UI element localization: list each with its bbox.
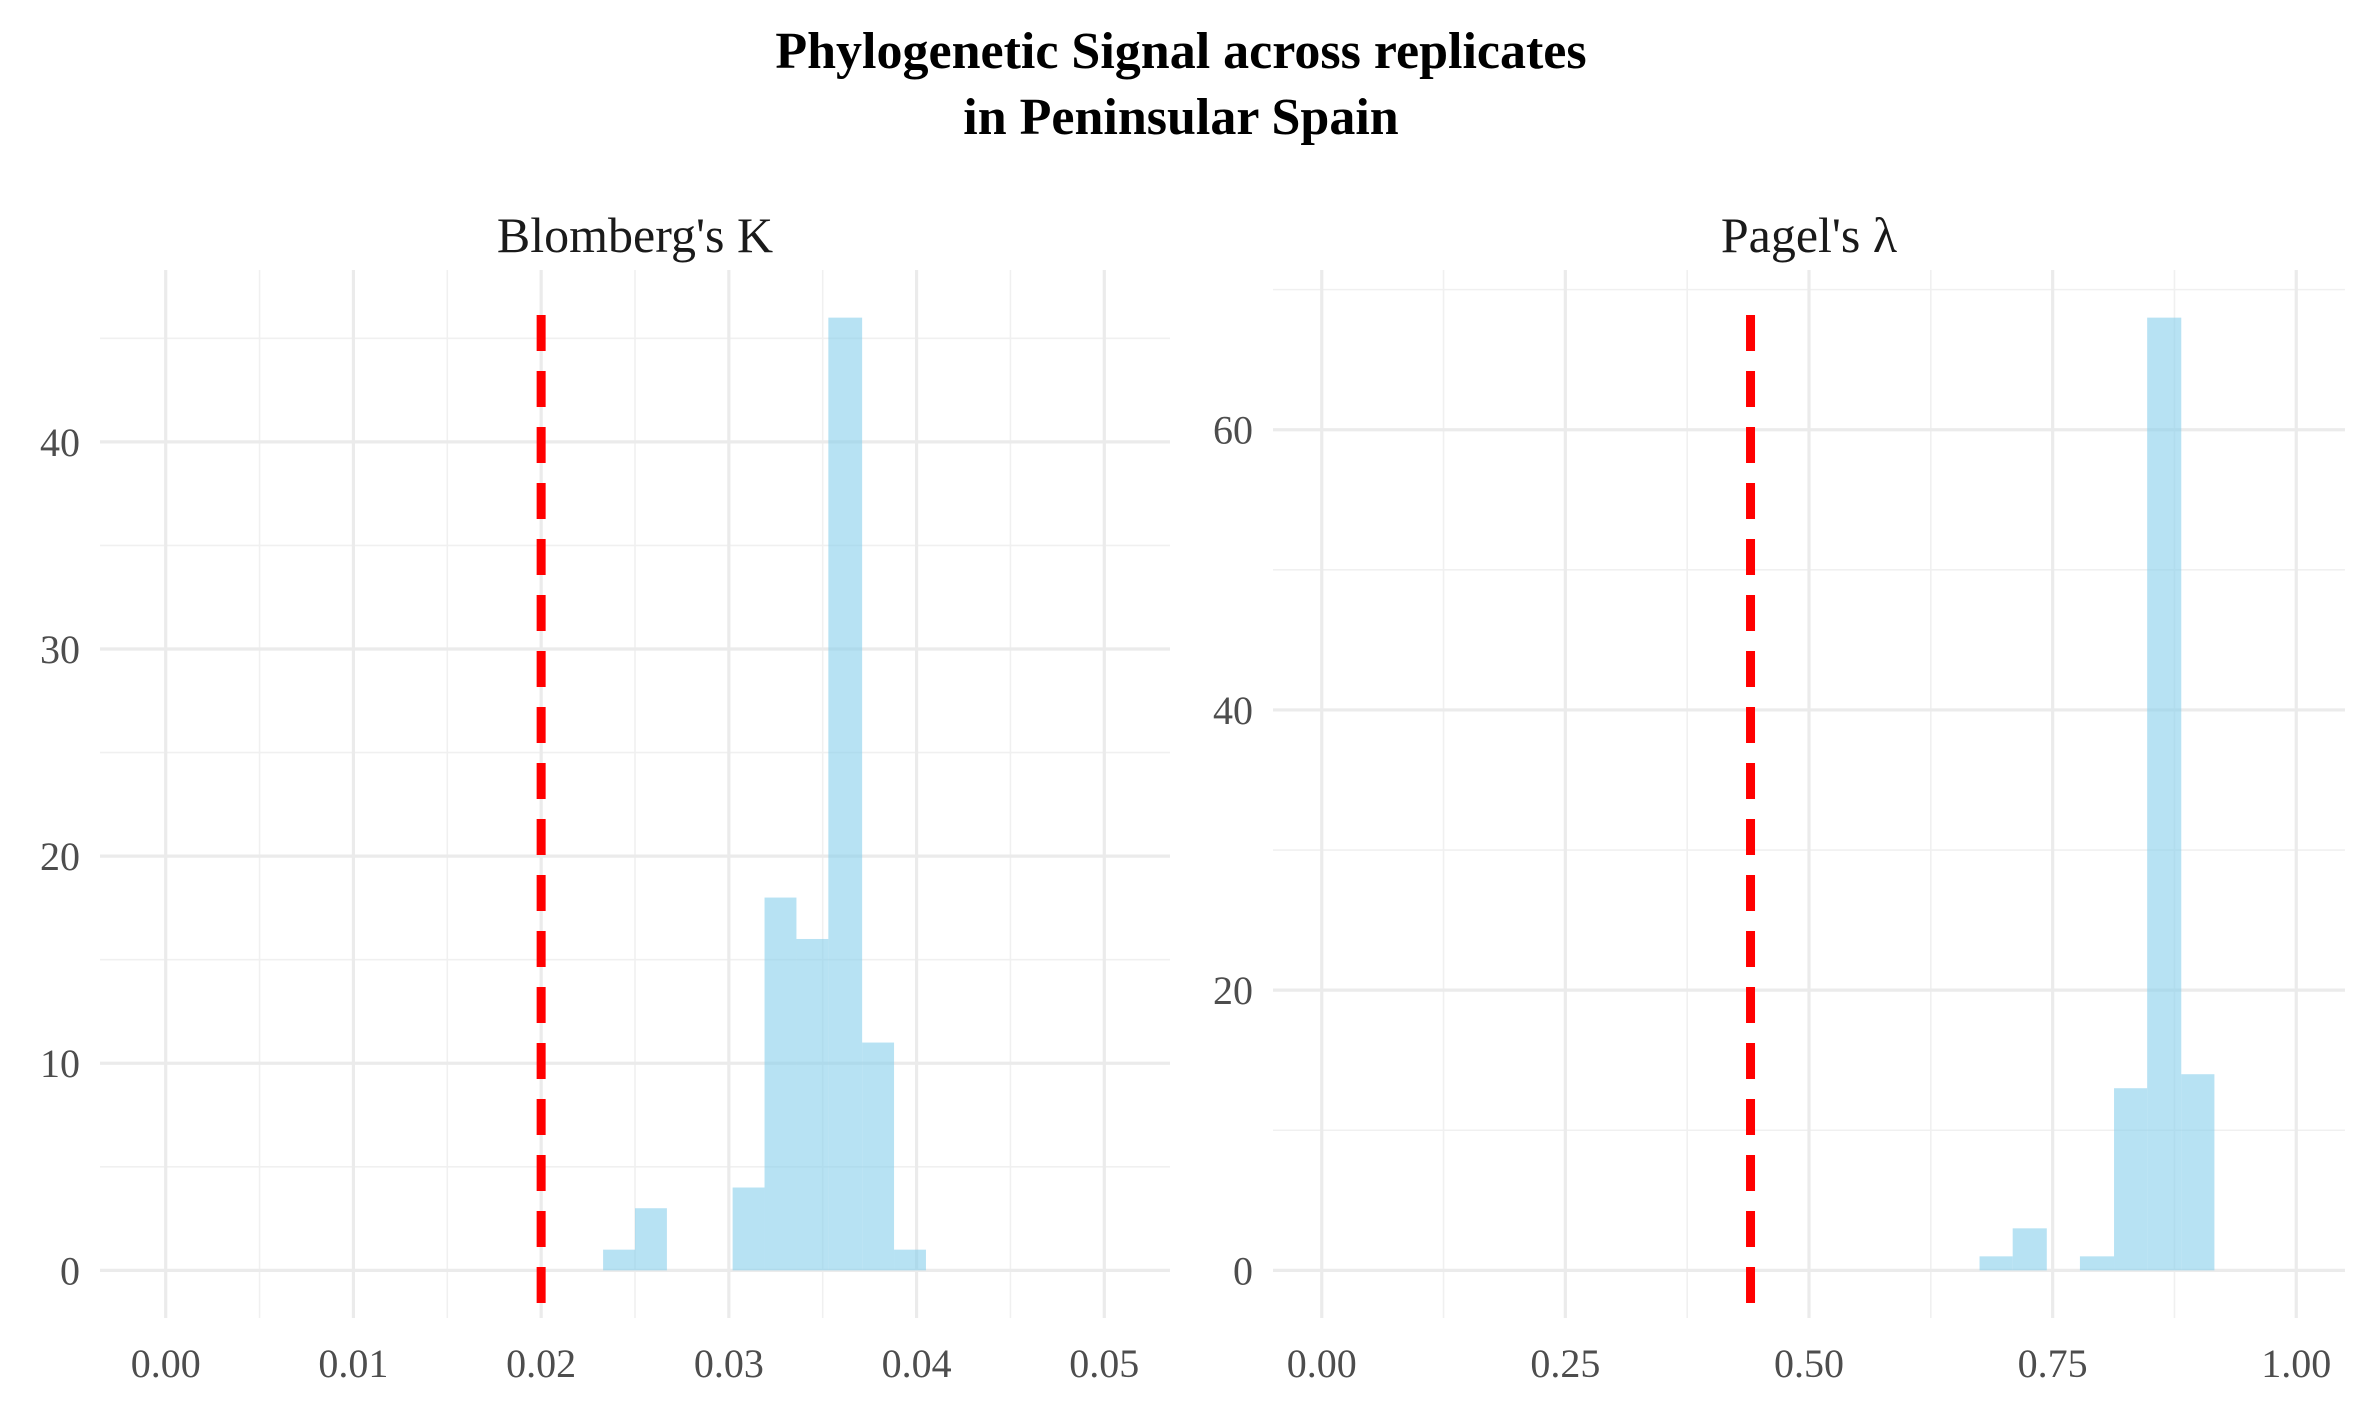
x-tick-label: 0.03 — [694, 1341, 764, 1386]
histogram-bar — [1979, 1256, 2013, 1271]
x-tick-label: 0.02 — [506, 1341, 576, 1386]
x-tick-label: 0.01 — [318, 1341, 388, 1386]
x-tick-label: 0.00 — [131, 1341, 201, 1386]
x-tick-label: 0.75 — [2018, 1341, 2088, 1386]
panel-title: Pagel's λ — [1721, 207, 1897, 263]
chart-title-line-2: in Peninsular Spain — [963, 89, 1399, 146]
histogram-bar — [894, 1249, 926, 1271]
x-tick-label: 1.00 — [2261, 1341, 2331, 1386]
histogram-bar — [2147, 317, 2182, 1271]
histogram-bar — [2114, 1088, 2148, 1271]
y-tick-label: 10 — [40, 1041, 80, 1086]
panel-2: 0.00 0.25 0.50 0.75 1.00 0 20 40 60 Pagel's λ — [1213, 207, 2345, 1386]
y-tick-label: 60 — [1213, 408, 1253, 453]
histogram-bar — [2012, 1228, 2047, 1271]
histogram-bar — [2079, 1256, 2115, 1271]
y-tick-label: 30 — [40, 627, 80, 672]
y-tick-label: 0 — [1233, 1248, 1253, 1293]
x-tick-label: 0.05 — [1069, 1341, 1139, 1386]
y-tick-label: 40 — [40, 420, 80, 465]
x-tick-label: 0.00 — [1287, 1341, 1357, 1386]
panel-title: Blomberg's K — [497, 207, 773, 263]
y-tick-label: 0 — [60, 1248, 80, 1293]
histogram-bar — [796, 938, 829, 1271]
histogram-bar — [862, 1042, 895, 1271]
histogram-bar — [603, 1249, 635, 1271]
panel-1: 0.00 0.01 0.02 0.03 0.04 0.05 0 10 20 30 40 Blomber… — [40, 207, 1170, 1386]
y-tick-label: 40 — [1213, 688, 1253, 733]
histogram-bar — [828, 317, 863, 1271]
y-tick-label: 20 — [40, 834, 80, 879]
chart-title-line-1: Phylogenetic Signal across replicates — [775, 23, 1586, 80]
histogram-bar — [764, 897, 797, 1271]
histogram-bar — [732, 1187, 765, 1271]
x-tick-label: 0.50 — [1774, 1341, 1844, 1386]
x-tick-label: 0.04 — [882, 1341, 952, 1386]
x-tick-label: 0.25 — [1530, 1341, 1600, 1386]
histogram-bar — [635, 1208, 667, 1271]
histogram-bar — [2181, 1074, 2215, 1271]
y-tick-label: 20 — [1213, 968, 1253, 1013]
